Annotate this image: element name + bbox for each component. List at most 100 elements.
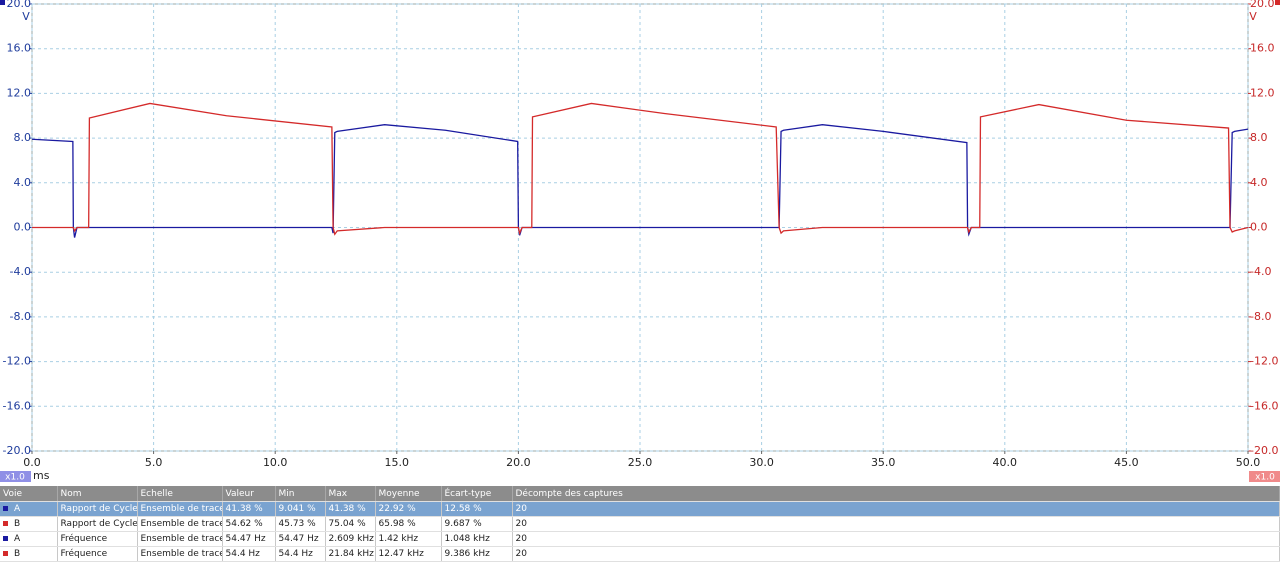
zoom-badge[interactable] <box>0 471 31 482</box>
y-tick-label: 0.0 <box>14 221 32 234</box>
table-cell: Ensemble de traces <box>137 531 223 547</box>
header-cell: Écart-type <box>441 486 513 502</box>
y2-tick-label: -16.0 <box>1250 399 1278 412</box>
y2-tick-label: -8.0 <box>1250 310 1271 323</box>
x-tick-label: 35.0 <box>871 456 896 469</box>
y2-tick-label: 12.0 <box>1250 86 1275 99</box>
table-cell: B <box>0 546 58 562</box>
y2-tick-label: 16.0 <box>1250 42 1275 55</box>
table-cell: 45.73 % <box>275 516 326 532</box>
table-cell: 20 <box>512 516 1280 532</box>
table-cell: 12.47 kHz <box>375 546 442 562</box>
table-cell: 9.041 % <box>275 501 326 517</box>
table-cell: 75.04 % <box>325 516 376 532</box>
header-cell: Valeur <box>222 486 276 502</box>
table-row[interactable]: A Fréquence Ensemble de traces 54.47 Hz 54.4… <box>0 531 1280 547</box>
table-cell: Ensemble de traces <box>137 501 223 517</box>
table-cell: 22.92 % <box>375 501 442 517</box>
table-cell: A <box>0 531 58 547</box>
y-tick-label: -16.0 <box>3 399 31 412</box>
table-cell: 20 <box>512 531 1280 547</box>
header-cell: Voie <box>0 486 58 502</box>
x-tick-label: 0.0 <box>23 456 41 469</box>
table-cell: 12.58 % <box>441 501 513 517</box>
table-cell: 20 <box>512 501 1280 517</box>
table-cell: Rapport de Cycle <box>57 501 138 517</box>
y2-tick-label: 4.0 <box>1250 176 1268 189</box>
table-cell: 41.38 % <box>325 501 376 517</box>
x-tick-label: 5.0 <box>145 456 163 469</box>
y-tick-label: 12.0 <box>7 86 32 99</box>
y2-axis-label: V <box>1249 10 1257 23</box>
y2-tick-label: 20.0 <box>1250 0 1275 10</box>
measurements-table: Voie Nom Echelle Valeur Min Max Moyenne Écart-t… <box>0 486 1280 562</box>
table-cell: 41.38 % <box>222 501 276 517</box>
channel-marker <box>1275 0 1280 5</box>
channel-icon <box>3 536 8 541</box>
header-cell: Moyenne <box>375 486 442 502</box>
header-cell: Echelle <box>137 486 223 502</box>
trace <box>31 124 1249 238</box>
table-cell: 65.98 % <box>375 516 442 532</box>
x-tick-label: 15.0 <box>385 456 410 469</box>
channel-icon <box>3 506 8 511</box>
table-cell: 1.42 kHz <box>375 531 442 547</box>
y-tick-label: 8.0 <box>14 131 32 144</box>
y-axis-label: V <box>22 10 30 23</box>
y2-tick-label: -12.0 <box>1250 355 1278 368</box>
y-tick-label: 16.0 <box>7 42 32 55</box>
x-tick-label: 10.0 <box>263 456 288 469</box>
table-cell: Fréquence <box>57 531 138 547</box>
x-tick-label: 40.0 <box>993 456 1018 469</box>
table-cell: Ensemble de traces <box>137 516 223 532</box>
x-tick-label: 50.0 <box>1236 456 1261 469</box>
trace <box>32 102 1249 236</box>
x-tick-label: 45.0 <box>1114 456 1139 469</box>
x-tick-label: 25.0 <box>628 456 653 469</box>
y2-tick-label: -4.0 <box>1250 265 1271 278</box>
table-cell: Ensemble de traces <box>137 546 223 562</box>
y-tick-label: -20.0 <box>3 444 31 457</box>
zoom-label[interactable]: x1.0 <box>1255 473 1275 483</box>
y-tick-label: -8.0 <box>10 310 31 323</box>
y-tick-label: -4.0 <box>10 265 31 278</box>
header-cell: Min <box>275 486 326 502</box>
zoom-label[interactable]: x1.0 <box>5 473 25 483</box>
table-cell: 9.687 % <box>441 516 513 532</box>
y-tick-label: 20.0 <box>7 0 32 10</box>
x-tick-label: 30.0 <box>749 456 774 469</box>
y-tick-label: 4.0 <box>14 176 32 189</box>
table-cell: Rapport de Cycle <box>57 516 138 532</box>
zoom-badge[interactable] <box>1249 471 1280 482</box>
header-cell: Max <box>325 486 376 502</box>
y2-tick-label: 8.0 <box>1250 131 1268 144</box>
table-cell: 2.609 kHz <box>325 531 376 547</box>
table-row[interactable]: A Rapport de Cycle Ensemble de traces 41.38… <box>0 501 1280 517</box>
table-cell: B <box>0 516 58 532</box>
x-axis-label: ms <box>33 469 50 482</box>
x-tick-label: 20.0 <box>506 456 531 469</box>
table-cell: 20 <box>512 546 1280 562</box>
table-cell: 54.4 Hz <box>222 546 276 562</box>
table-row[interactable]: B Rapport de Cycle Ensemble de traces 54.62… <box>0 516 1280 532</box>
table-cell: 54.4 Hz <box>275 546 326 562</box>
table-cell: 21.84 kHz <box>325 546 376 562</box>
table-cell: 1.048 kHz <box>441 531 513 547</box>
y2-tick-label: 0.0 <box>1250 221 1268 234</box>
y2-tick-label: -20.0 <box>1250 444 1278 457</box>
table-header[interactable]: Voie Nom Echelle Valeur Min Max Moyenne Écart-t… <box>0 486 1280 502</box>
header-cell: Décompte des captures <box>512 486 1280 502</box>
table-cell: A <box>0 501 58 517</box>
table-cell: 54.47 Hz <box>275 531 326 547</box>
table-row[interactable]: B Fréquence Ensemble de traces 54.4 Hz 54.4 … <box>0 546 1280 562</box>
channel-icon <box>3 521 8 526</box>
table-cell: Fréquence <box>57 546 138 562</box>
header-cell: Nom <box>57 486 138 502</box>
table-cell: 54.62 % <box>222 516 276 532</box>
chart: V V ms x1.0 x1.0 20.0 16.0 12.0 8.0 4.0 0.0 -4… <box>0 0 1280 483</box>
channel-marker <box>0 0 5 5</box>
y-tick-label: -12.0 <box>3 355 31 368</box>
channel-icon <box>3 551 8 556</box>
table-cell: 54.47 Hz <box>222 531 276 547</box>
